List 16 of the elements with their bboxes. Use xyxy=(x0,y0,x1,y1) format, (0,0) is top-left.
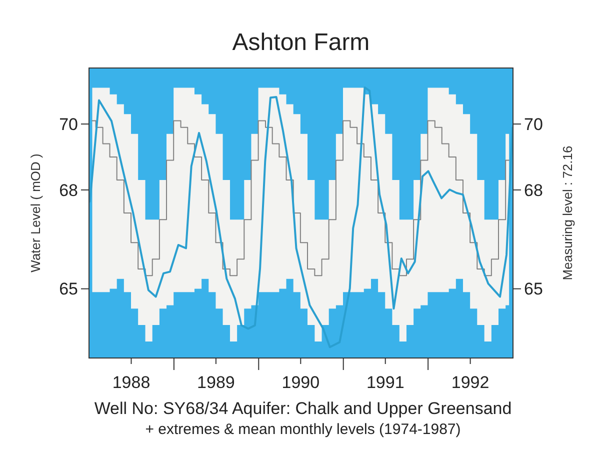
x-tick-label: 1988 xyxy=(112,373,150,392)
y2-tick-label: 70 xyxy=(524,114,543,134)
x-tick-label: 1991 xyxy=(366,373,404,392)
y2-axis-title: Measuring level : 72.16 xyxy=(560,146,575,280)
x-tick-label: 1992 xyxy=(451,373,490,392)
x-tick-label: 1989 xyxy=(197,373,235,392)
y-tick-label: 65 xyxy=(59,280,78,299)
x-tick-label: 1990 xyxy=(282,373,320,392)
text: Well No: SY68/34 Aquifer: Chalk and Upper Greensand xyxy=(94,399,512,418)
y2-tick-label: 65 xyxy=(524,280,543,299)
text: + extremes & mean monthly levels (1974-1987) xyxy=(145,421,461,438)
y2-tick-label: 68 xyxy=(524,180,543,200)
y-tick-label: 70 xyxy=(59,114,78,134)
y-tick-label: 68 xyxy=(59,180,78,200)
y-axis-title: Water Level ( mOD ) xyxy=(28,154,43,272)
chart-title: Ashton Farm xyxy=(232,29,370,56)
